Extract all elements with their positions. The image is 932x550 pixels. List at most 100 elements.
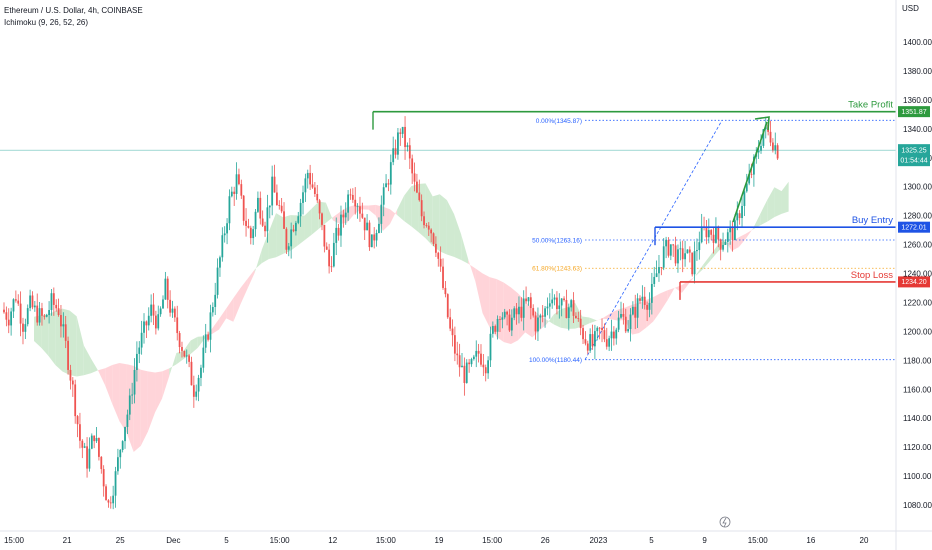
arrow-shaft[interactable] — [732, 121, 768, 223]
candle-body — [439, 258, 442, 267]
candle-body — [202, 347, 205, 368]
candle-body — [380, 204, 383, 224]
price-tick-label: 1340.00 — [903, 125, 932, 134]
cloud-segment — [753, 214, 761, 230]
candle-body — [556, 297, 558, 310]
candle-body — [677, 249, 679, 264]
candle-body — [769, 131, 772, 143]
candle-body — [328, 249, 331, 267]
candle-body — [340, 214, 342, 236]
cloud-segment — [482, 273, 490, 328]
candle-body — [712, 234, 715, 243]
candle-body — [5, 312, 8, 320]
candle-body — [378, 223, 380, 233]
candle-body — [143, 321, 145, 333]
candle-body — [135, 353, 138, 370]
time-tick-label: 15:00 — [376, 536, 397, 545]
candle-body — [470, 359, 473, 365]
cloud-segment — [254, 249, 262, 273]
candle-body — [715, 227, 717, 243]
candle-body — [226, 223, 228, 234]
cloud-segment — [119, 363, 127, 433]
candle-body — [321, 213, 323, 225]
time-tick-label: 15:00 — [748, 536, 769, 545]
cloud-segment — [219, 308, 227, 330]
arrow-head — [754, 116, 770, 131]
time-tick-label: 26 — [541, 536, 550, 545]
candle-body — [544, 308, 546, 317]
candle-body — [608, 338, 611, 347]
cloud-segment — [361, 205, 369, 210]
candle-body — [748, 173, 751, 184]
candle-body — [515, 308, 518, 315]
lightning-icon[interactable] — [719, 516, 731, 528]
candle-body — [444, 287, 447, 295]
candle-body — [610, 331, 613, 339]
cloud-segment — [325, 202, 334, 223]
candle-body — [593, 331, 596, 347]
take-profit-price-text: 1351.87 — [901, 109, 926, 116]
price-axis[interactable]: USD 1080.00 1100.00 1120.00 1140.00 1160.00 11… — [895, 0, 932, 550]
candle-body — [662, 246, 665, 268]
candle-body — [658, 267, 660, 274]
fibonacci-retracement[interactable]: 0.00%(1345.87) 50.00%(1263.16) 61.80%(1243… — [529, 118, 896, 364]
candle-body — [577, 318, 580, 319]
candle-body — [660, 267, 663, 268]
candle-body — [268, 205, 271, 208]
stop-loss-price-tag[interactable] — [898, 276, 930, 288]
candle-body — [71, 380, 74, 385]
candle-body — [499, 318, 501, 320]
cloud-segment — [368, 204, 376, 216]
candle-body — [518, 306, 520, 315]
candle-body — [169, 299, 172, 313]
candle-body — [563, 298, 565, 301]
candle-body — [26, 308, 29, 325]
candle-body — [394, 148, 397, 155]
indicator-title[interactable]: Ichimoku (9, 26, 52, 26) — [4, 18, 89, 27]
candle-body — [306, 172, 309, 179]
candle-body — [411, 158, 414, 174]
candle-body — [107, 500, 110, 503]
cloud-segment — [468, 259, 476, 282]
cloud-segment — [347, 205, 355, 223]
cloud-segment — [76, 316, 84, 377]
candle-body — [738, 213, 741, 219]
candle-body — [74, 384, 77, 417]
candle-body — [105, 486, 107, 501]
time-axis[interactable]: 15:00 21 25 Dec 5 15:00 12 15:00 19 15:00 26 2023 5 9… — [0, 516, 932, 545]
candle-body — [121, 441, 124, 450]
symbol-title[interactable]: Ethereum / U.S. Dollar, 4h, COINBASE — [4, 6, 143, 15]
current-price-tag[interactable] — [898, 144, 930, 167]
candle-body — [491, 326, 494, 334]
candle-body — [669, 244, 672, 256]
price-tick-label: 1120.00 — [903, 443, 932, 452]
take-profit-price-tag[interactable] — [898, 106, 930, 118]
candle-body — [650, 283, 653, 303]
cloud-segment — [69, 310, 77, 377]
candle-body — [335, 227, 338, 243]
candle-body — [114, 471, 117, 496]
buy-entry-price-tag[interactable] — [898, 221, 930, 233]
cloud-segment — [589, 317, 597, 324]
candle-body — [57, 308, 60, 316]
time-tick-label: 12 — [328, 536, 337, 545]
candle-body — [541, 315, 544, 317]
candle-body — [311, 184, 314, 188]
candle-body — [60, 315, 62, 327]
trade-levels[interactable]: Take Profit 1351.87 Buy Entry 1272.01 Stop L… — [0, 100, 930, 300]
price-tick-label: 1400.00 — [903, 38, 932, 47]
candle-body — [171, 308, 174, 313]
fib-level-label: 61.80%(1243.63) — [532, 266, 582, 273]
cloud-segment — [745, 228, 754, 239]
candle-body — [736, 213, 739, 221]
candle-body — [639, 298, 641, 301]
candle-body — [354, 199, 357, 207]
candle-body — [546, 306, 549, 309]
cloud-segment — [731, 237, 739, 251]
projection-arrow[interactable] — [732, 116, 770, 223]
candle-body — [347, 194, 349, 213]
fib-trend-line[interactable] — [584, 120, 723, 360]
candle-body — [119, 449, 122, 458]
take-profit-label: Take Profit — [848, 100, 893, 111]
